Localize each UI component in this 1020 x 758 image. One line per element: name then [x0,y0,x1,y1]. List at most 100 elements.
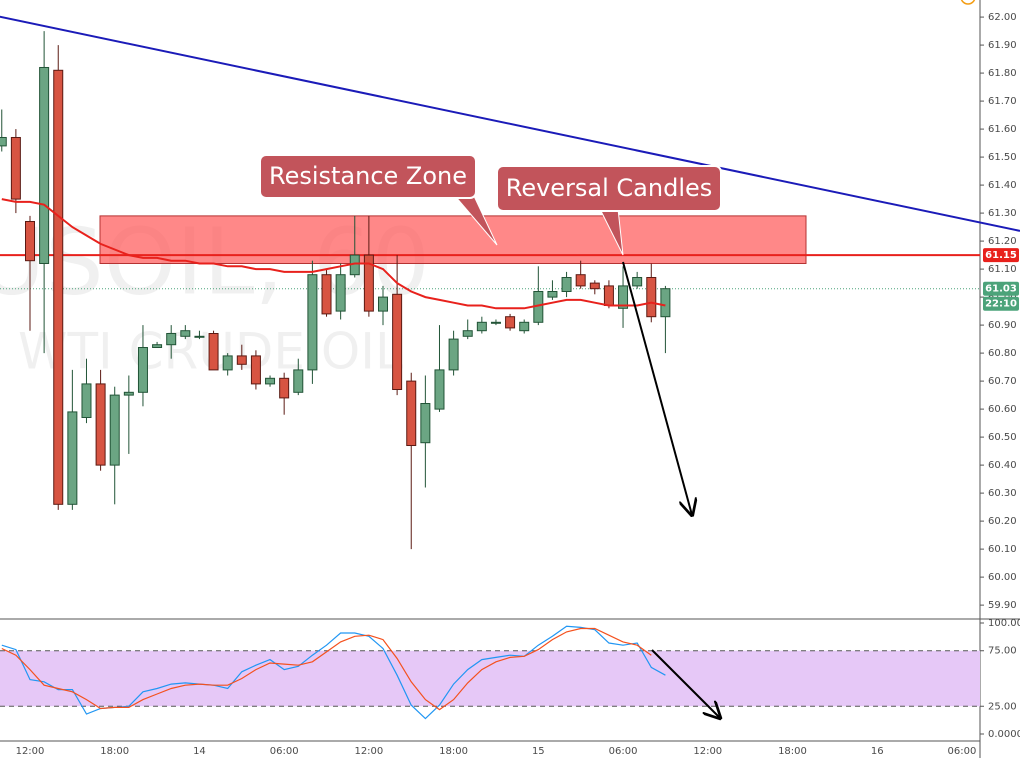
candle-body [194,335,205,338]
reversal-callout-text: Reversal Candles [506,174,713,202]
candle-body [462,330,473,337]
candle-body [363,254,374,312]
x-tick-label: 18:00 [439,746,468,757]
candle-body [166,333,177,346]
last-price-label-box [983,281,1019,296]
candle-body [660,288,671,318]
resistance-price-label: 61.15 [985,250,1017,261]
candle-body [180,330,191,337]
y-tick-label: 61.70 [988,96,1017,107]
resistance-callout-text: Resistance Zone [269,162,467,190]
candle-body [335,274,346,312]
x-tick-label: 12:00 [16,746,45,757]
resistance-zone [99,215,807,264]
candle-body [547,290,558,298]
y-tick-label: 60.40 [988,460,1017,471]
candle-body [448,338,459,371]
y-tick-label: 60.70 [988,376,1017,387]
oscillator-line [1,627,652,711]
candle-body [109,394,120,466]
y-tick-label: 61.40 [988,180,1017,191]
reversal-callout [496,165,722,212]
y-tick-label: 60.50 [988,432,1017,443]
candle-body [561,276,572,292]
alert-icon[interactable] [960,0,976,5]
x-tick-label: 06:00 [270,746,299,757]
resistance-price-label-box [983,248,1019,263]
y-tick-label: 62.00 [988,12,1017,23]
y-tick-label: 61.30 [988,208,1017,219]
projection-arrow [622,261,692,515]
x-tick-label: 14 [193,746,206,757]
y-tick-label: 59.90 [988,600,1017,611]
resistance-callout [259,154,477,199]
y-tick-label: 60.80 [988,348,1017,359]
moving-average [1,198,666,310]
candle-body [505,316,516,329]
trendline [0,15,1020,232]
candle-body [406,380,417,447]
y-tick-label: 60.30 [988,488,1017,499]
candle-body [137,347,148,393]
x-tick-label: 06:00 [948,746,977,757]
candle-body [618,285,629,309]
countdown-label-box [983,296,1019,311]
candle-body [25,220,35,262]
candle-body [152,344,163,349]
candle-body [307,274,318,371]
x-tick-label: 12:00 [354,746,383,757]
y-tick-label: 0.0000 [988,729,1020,740]
candle-body [279,377,290,399]
x-tick-label: 15 [532,746,545,757]
y-tick-label: 60.10 [988,544,1017,555]
y-tick-label: 100.00 [988,618,1020,629]
candle-body [420,403,431,444]
oscillator-band [0,650,980,707]
candle-body [476,321,487,332]
y-tick-label: 61.20 [988,236,1017,247]
candle-body [0,136,7,147]
candle-body [222,355,233,371]
candle-body [519,321,530,332]
y-tick-label: 75.00 [988,646,1017,657]
x-tick-label: 06:00 [609,746,638,757]
candle-body [434,369,445,410]
y-tick-label: 60.60 [988,404,1017,415]
y-tick-label: 61.90 [988,40,1017,51]
candle-body [10,136,21,200]
candle-body [208,333,219,371]
candle-body [392,293,403,391]
candle-body [378,296,388,312]
y-tick-label: 60.20 [988,516,1017,527]
candle-body [67,411,78,505]
oscillator-arrow [651,649,720,718]
y-tick-label: 61.60 [988,124,1017,135]
candle-body [265,377,276,385]
y-tick-label: 61.50 [988,152,1017,163]
y-tick-label: 60.90 [988,320,1017,331]
candle-body [81,383,92,419]
candle-body [95,383,106,466]
x-tick-label: 12:00 [693,746,722,757]
candle-body [632,276,643,287]
candle-body [603,285,614,306]
x-tick-label: 16 [871,746,884,757]
y-tick-label: 61.10 [988,264,1017,275]
candle-body [321,274,332,315]
candle-body [646,276,657,318]
countdown-label: 22:10 [985,299,1017,310]
candle-body [53,69,64,505]
candle-body [490,321,501,324]
y-tick-label: 60.00 [988,572,1017,583]
candle-body [236,355,247,365]
candle-body [589,282,600,290]
candle-body [39,66,50,264]
candle-body [575,274,586,287]
x-tick-label: 18:00 [100,746,129,757]
candle-body [293,369,304,393]
candle-body [250,355,261,385]
y-tick-label: 61.80 [988,68,1017,79]
candle-body [123,391,134,396]
